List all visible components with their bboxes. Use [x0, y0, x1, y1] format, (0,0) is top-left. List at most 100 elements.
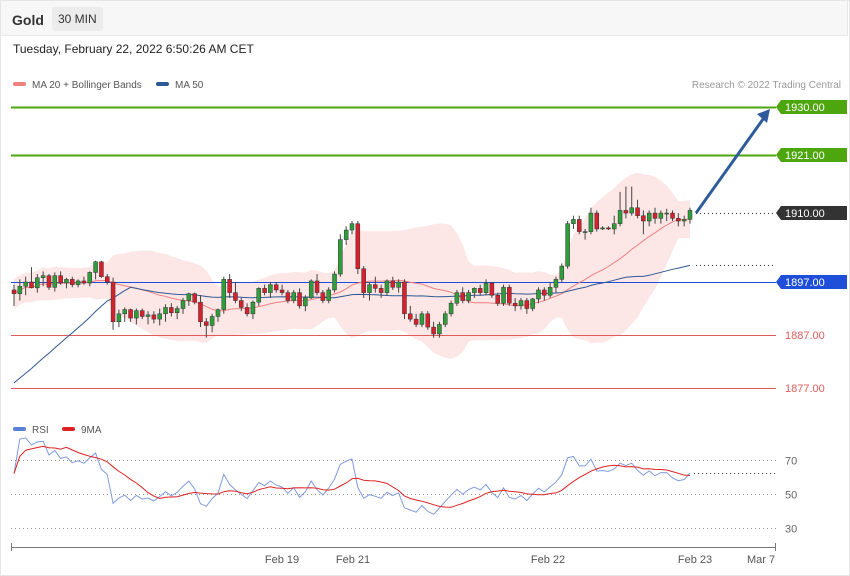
candle-body [390, 280, 396, 288]
candle-body [495, 295, 500, 304]
ma20-line [13, 218, 691, 312]
candle-body [658, 212, 664, 219]
legend-9ma: 9MA [62, 425, 102, 437]
candle-body [93, 261, 98, 273]
candle-body [326, 289, 331, 301]
candle-body [413, 318, 419, 325]
candle-body [104, 276, 110, 283]
legend-ma20-swatch [13, 82, 26, 87]
candle-body [448, 302, 454, 315]
candle-body [408, 313, 413, 320]
candle-body [198, 301, 203, 323]
candle-body [285, 292, 291, 301]
candle-body [518, 300, 524, 307]
x-tick-label-feb-19: Feb 19 [265, 554, 299, 566]
price-label-1877.00: 1877.00 [785, 383, 825, 395]
candle-body [402, 281, 407, 315]
candle-body [582, 231, 588, 233]
legend-9ma-label: 9MA [81, 425, 102, 436]
candle-body [209, 316, 215, 326]
candle-body [221, 279, 227, 310]
price-tag-1921.00 [776, 148, 847, 162]
candle-body [524, 300, 530, 309]
candle-body [75, 280, 81, 285]
legend-ma50-label: MA 50 [175, 80, 204, 91]
candle-body [192, 293, 197, 303]
rsi-9ma-line [13, 445, 691, 508]
candle-body [652, 212, 658, 219]
rsi-tick-50: 50 [785, 490, 797, 502]
candle-body [169, 307, 174, 314]
candle-body [64, 279, 69, 284]
candle-body [670, 212, 675, 219]
candle-body [291, 292, 296, 301]
candle-body [419, 313, 425, 325]
candle-body [635, 207, 640, 216]
candle-body [676, 218, 681, 222]
candle-body [512, 302, 518, 307]
candle-body [466, 292, 471, 301]
candle-body [139, 310, 145, 317]
candle-body [425, 313, 431, 328]
candle-body [664, 212, 669, 215]
candle-body [180, 300, 186, 309]
candle-body [378, 288, 384, 293]
target-arrow-shaft [694, 114, 768, 214]
candle-body [163, 307, 168, 315]
bollinger-band-area [14, 172, 690, 359]
x-tick-label-feb-22: Feb 22 [531, 554, 565, 566]
candle-body [681, 219, 687, 222]
candle-body [308, 280, 314, 299]
candle-body [437, 324, 442, 335]
candle-body [174, 308, 180, 314]
candle-body [396, 281, 401, 288]
candle-body [472, 288, 477, 293]
candle-body [477, 288, 483, 293]
candle-body [617, 210, 623, 224]
candle-body [623, 210, 629, 214]
price-label-1930.00: 1930.00 [785, 102, 825, 114]
candle-body [577, 219, 582, 232]
candle-body [256, 288, 262, 303]
legend-rsi-label: RSI [32, 425, 49, 436]
candle-body [273, 284, 279, 291]
candle-body [122, 309, 127, 315]
candle-body [29, 281, 34, 289]
candle-body [507, 287, 512, 304]
candle-body [116, 313, 122, 323]
candle-body [215, 309, 221, 317]
candle-body [297, 292, 302, 307]
price-label-1897.00: 1897.00 [785, 277, 825, 289]
target-arrow-head [757, 109, 770, 123]
candle-body [611, 223, 617, 230]
legend-9ma-swatch [62, 427, 75, 432]
candle-body [314, 280, 320, 293]
candle-body [687, 210, 693, 220]
price-label-1921.00: 1921.00 [785, 150, 825, 162]
candle-body [233, 292, 238, 301]
candle-body [442, 313, 448, 325]
candle-body [35, 277, 40, 289]
candle-body [536, 289, 541, 300]
candle-body [227, 279, 232, 293]
timeframe-badge[interactable]: 30 MIN [52, 7, 103, 31]
legend-rsi: RSI [13, 425, 49, 437]
price-tag-1910.00 [776, 206, 847, 220]
instrument-title: Gold [12, 12, 44, 28]
legend-rsi-swatch [13, 427, 26, 432]
x-tick-label-feb-21: Feb 21 [336, 554, 370, 566]
candle-body [151, 314, 157, 320]
candle-body [262, 288, 267, 293]
chart-datetime: Tuesday, February 22, 2022 6:50:26 AM CE… [13, 42, 254, 56]
candle-body [338, 239, 343, 275]
candle-body [23, 281, 28, 287]
candle-body [87, 272, 93, 284]
candle-body [52, 275, 58, 288]
candle-body [542, 289, 547, 296]
candle-body [641, 215, 646, 222]
candle-body [349, 223, 355, 231]
candle-body [17, 285, 23, 294]
candle-body [431, 326, 436, 335]
price-tag-1930.00 [776, 100, 847, 114]
